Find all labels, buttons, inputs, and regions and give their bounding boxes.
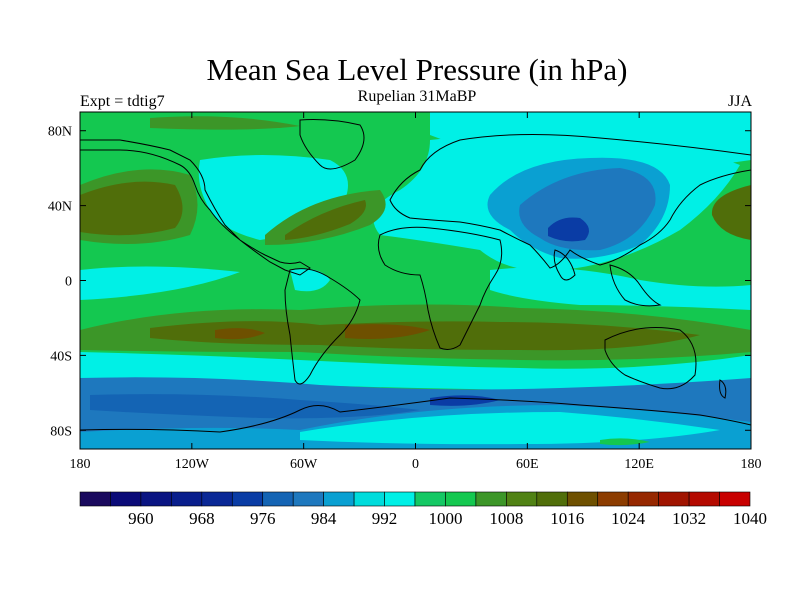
field-asian-low-core <box>548 217 589 242</box>
coast-australia <box>604 327 697 390</box>
x-tick-label: 0 <box>412 457 419 472</box>
colorbar-swatch <box>292 491 324 507</box>
coast-africa <box>377 226 503 350</box>
colorbar-swatch <box>110 491 142 507</box>
colorbar-label: 992 <box>372 509 398 528</box>
colorbar-swatch <box>262 491 294 507</box>
field-wpac-high <box>711 185 751 240</box>
colorbar-label: 1024 <box>611 509 646 528</box>
field-arctic-high <box>150 116 300 130</box>
field-antarctic-high <box>600 438 650 446</box>
colorbar-swatch <box>566 491 599 507</box>
colorbar-label: 1016 <box>550 509 584 528</box>
colorbar-label: 1040 <box>733 509 767 528</box>
field-natl-high-1016 <box>285 200 366 240</box>
colorbar-swatch <box>414 491 446 507</box>
coast-southeast-asia <box>609 264 662 307</box>
experiment-label: Expt = tdtig7 <box>80 93 165 110</box>
colorbar-swatch <box>536 491 568 507</box>
chart-subtitle: Rupelian 31MaBP <box>357 88 477 105</box>
x-tick-label: 60W <box>290 457 318 472</box>
colorbar-swatch <box>79 491 111 507</box>
colorbar: 960 968 976 984 992 1000 1008 1016 1024 1032 1040 <box>79 491 767 528</box>
y-tick-label: 40S <box>50 349 72 364</box>
x-axis: 180 120W 60W 0 60E 120E 180 <box>70 112 762 472</box>
y-axis: 80N 40N 0 40S 80S <box>48 125 751 439</box>
colorbar-swatch <box>719 491 751 507</box>
colorbar-swatch <box>506 491 538 507</box>
colorbar-swatch <box>597 491 629 507</box>
colorbar-swatch <box>140 491 172 507</box>
field-npac-high-1016 <box>80 181 183 236</box>
x-tick-label: 180 <box>741 457 762 472</box>
colorbar-swatch <box>627 491 659 507</box>
coast-greenland <box>299 119 365 170</box>
coast-europe-asia <box>389 133 751 269</box>
y-tick-label: 40N <box>48 200 72 215</box>
colorbar-label: 1032 <box>672 509 706 528</box>
field-southern-high-core-2 <box>345 324 430 339</box>
colorbar-swatch <box>171 491 203 507</box>
colorbar-label: 976 <box>250 509 276 528</box>
coast-india <box>553 249 576 281</box>
coast-antarctica <box>80 397 751 433</box>
colorbar-swatch <box>323 491 355 507</box>
field-tropical-cyan <box>290 268 330 292</box>
y-tick-label: 80N <box>48 125 72 140</box>
colorbar-swatch <box>445 491 477 507</box>
colorbar-label: 960 <box>128 509 154 528</box>
colorbar-label: 1008 <box>489 509 523 528</box>
coastlines <box>80 119 751 433</box>
colorbar-swatch <box>353 491 385 507</box>
x-tick-label: 120E <box>624 457 654 472</box>
field-indian-cyan <box>490 267 751 310</box>
colorbar-label: 984 <box>311 509 337 528</box>
colorbar-label: 1000 <box>428 509 462 528</box>
y-tick-label: 0 <box>65 275 72 290</box>
x-tick-label: 60E <box>516 457 539 472</box>
field-southern-high-core-1 <box>215 328 265 340</box>
colorbar-swatch <box>231 491 264 507</box>
colorbar-swatch <box>658 491 690 507</box>
colorbar-swatch <box>688 491 720 507</box>
pressure-field <box>80 112 751 449</box>
chart-title: Mean Sea Level Pressure (in hPa) <box>206 52 628 87</box>
field-antarctic-cyan <box>300 412 720 445</box>
field-tropical-pacific-cyan <box>80 266 240 300</box>
y-tick-label: 80S <box>50 424 72 439</box>
season-label: JJA <box>727 93 752 110</box>
colorbar-label: 968 <box>189 509 215 528</box>
x-tick-label: 180 <box>70 457 91 472</box>
x-tick-label: 120W <box>175 457 210 472</box>
field-southern-high-1016 <box>150 321 700 351</box>
colorbar-swatch <box>475 491 507 507</box>
coast-south-america <box>284 268 361 385</box>
colorbar-swatch <box>201 491 233 507</box>
coast-new-zealand <box>719 379 727 399</box>
coast-north-america <box>80 139 311 276</box>
field-southern-trough-980 <box>90 394 420 419</box>
colorbar-swatch <box>384 491 416 507</box>
